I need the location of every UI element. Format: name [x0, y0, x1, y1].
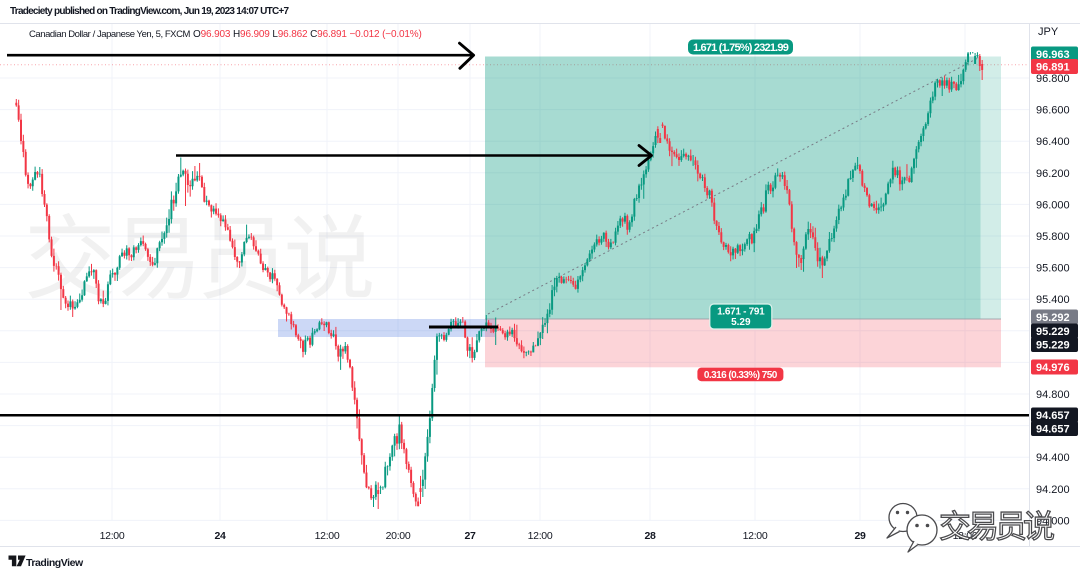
- svg-text:27: 27: [464, 530, 476, 542]
- svg-text:24: 24: [214, 530, 226, 542]
- svg-text:O96.903 H96.909 L96.862 C96.89: O96.903 H96.909 L96.862 C96.891 −0.012 (…: [193, 29, 422, 40]
- svg-text:1.671 - 791: 1.671 - 791: [717, 307, 765, 318]
- svg-text:Canadian Dollar / Japanese Yen: Canadian Dollar / Japanese Yen, 5, FXCM: [29, 29, 190, 40]
- svg-text:95.400: 95.400: [1036, 294, 1070, 306]
- svg-text:96.963: 96.963: [1036, 49, 1070, 61]
- svg-text:5.29: 5.29: [731, 317, 751, 328]
- svg-text:20:00: 20:00: [386, 530, 411, 542]
- svg-text:95.600: 95.600: [1036, 263, 1070, 275]
- svg-text:12:00: 12:00: [743, 530, 768, 542]
- svg-text:95.800: 95.800: [1036, 231, 1070, 243]
- svg-text:95.229: 95.229: [1036, 340, 1070, 352]
- svg-text:96.400: 96.400: [1036, 136, 1070, 148]
- svg-text:TradingView: TradingView: [26, 557, 84, 569]
- svg-text:94.657: 94.657: [1036, 410, 1070, 422]
- svg-text:96.800: 96.800: [1036, 73, 1070, 85]
- svg-text:96.200: 96.200: [1036, 168, 1070, 180]
- svg-text:95.229: 95.229: [1036, 326, 1070, 338]
- svg-text:29: 29: [854, 530, 866, 542]
- svg-text:28: 28: [644, 530, 656, 542]
- svg-text:1.671 (1.75%) 2321.99: 1.671 (1.75%) 2321.99: [693, 42, 789, 54]
- svg-text:0.316 (0.33%) 750: 0.316 (0.33%) 750: [704, 370, 778, 381]
- svg-text:94.800: 94.800: [1036, 389, 1070, 401]
- svg-text:96.600: 96.600: [1036, 105, 1070, 117]
- svg-text:12:00: 12:00: [528, 530, 553, 542]
- svg-text:96.000: 96.000: [1036, 199, 1070, 211]
- svg-text:94.200: 94.200: [1036, 484, 1070, 496]
- svg-text:12:00: 12:00: [100, 530, 125, 542]
- svg-text:Tradeciety published on Tradin: Tradeciety published on TradingView.com,…: [10, 6, 289, 17]
- svg-text:96.891: 96.891: [1036, 62, 1070, 74]
- svg-text:95.292: 95.292: [1036, 312, 1070, 324]
- svg-text:94.976: 94.976: [1036, 362, 1070, 374]
- svg-text:JPY: JPY: [1038, 26, 1059, 38]
- svg-text:12:00: 12:00: [315, 530, 340, 542]
- svg-text:94.400: 94.400: [1036, 452, 1070, 464]
- svg-text:94.657: 94.657: [1036, 424, 1070, 436]
